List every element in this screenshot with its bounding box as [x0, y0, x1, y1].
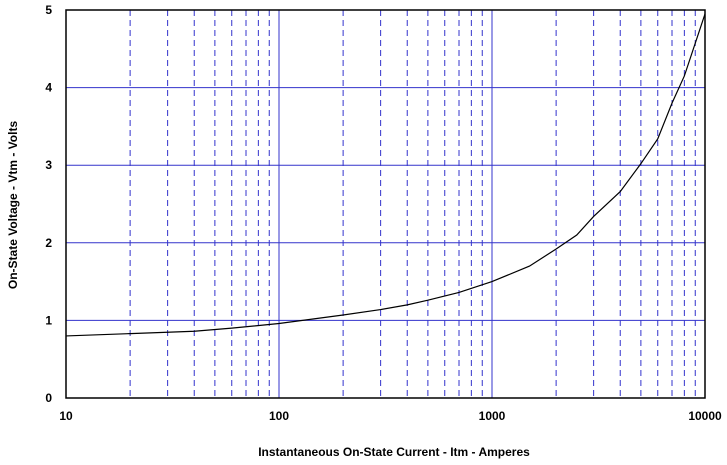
y-tick-label: 5 — [45, 3, 52, 17]
y-tick-label: 2 — [45, 236, 52, 250]
series-layer — [65, 13, 706, 337]
y-tick-label: 3 — [45, 158, 52, 172]
y-tick-label: 4 — [45, 81, 52, 95]
y-tick-label: 0 — [45, 391, 52, 405]
x-tick-label: 1000 — [479, 409, 506, 423]
x-tick-label: 100 — [269, 409, 289, 423]
grid — [65, 9, 706, 399]
plot-frame — [65, 9, 706, 399]
x-tick-label: 10000 — [688, 409, 722, 423]
x-tick-label: 10 — [59, 409, 73, 423]
axes — [65, 9, 706, 399]
series-line — [65, 13, 706, 337]
tick-labels: 10 100 1000 10000 0 1 2 3 4 5 — [45, 3, 722, 423]
y-axis-title: On-State Voltage - Vtm - Volts — [6, 121, 20, 290]
x-axis-title: Instantaneous On-State Current - Itm - A… — [258, 445, 530, 459]
y-tick-label: 1 — [45, 313, 52, 327]
